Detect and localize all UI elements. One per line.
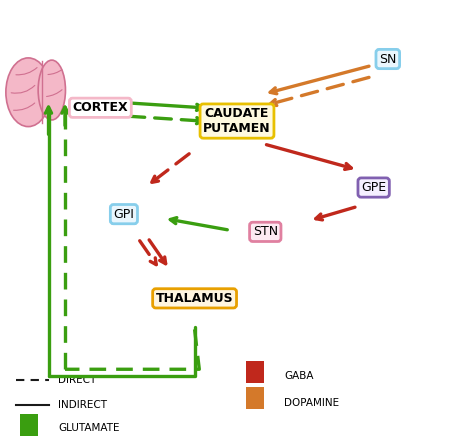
Bar bbox=[246, 361, 264, 383]
Text: THALAMUS: THALAMUS bbox=[156, 292, 233, 305]
Text: INDIRECT: INDIRECT bbox=[58, 400, 107, 410]
FancyArrowPatch shape bbox=[128, 103, 203, 111]
Text: DOPAMINE: DOPAMINE bbox=[284, 397, 339, 408]
Bar bbox=[20, 414, 38, 436]
Text: SN: SN bbox=[379, 53, 396, 66]
FancyArrowPatch shape bbox=[266, 145, 351, 169]
FancyArrowPatch shape bbox=[270, 66, 369, 94]
Text: GPE: GPE bbox=[361, 181, 386, 194]
Ellipse shape bbox=[6, 58, 51, 127]
Bar bbox=[246, 387, 264, 409]
FancyArrowPatch shape bbox=[152, 154, 189, 182]
Ellipse shape bbox=[38, 60, 65, 120]
FancyArrowPatch shape bbox=[62, 107, 68, 125]
FancyArrowPatch shape bbox=[316, 207, 355, 220]
FancyArrowPatch shape bbox=[46, 107, 52, 134]
FancyArrowPatch shape bbox=[140, 241, 156, 264]
Text: CORTEX: CORTEX bbox=[73, 101, 128, 114]
Text: GLUTAMATE: GLUTAMATE bbox=[58, 423, 119, 433]
Text: GABA: GABA bbox=[284, 371, 314, 381]
Text: GPI: GPI bbox=[113, 208, 134, 221]
Text: CAUDATE
PUTAMEN: CAUDATE PUTAMEN bbox=[203, 107, 271, 135]
Text: DIRECT: DIRECT bbox=[58, 376, 96, 385]
FancyArrowPatch shape bbox=[170, 218, 228, 230]
FancyArrowPatch shape bbox=[149, 240, 166, 264]
FancyArrowPatch shape bbox=[270, 77, 369, 106]
Text: STN: STN bbox=[253, 225, 278, 238]
FancyArrowPatch shape bbox=[128, 116, 203, 124]
